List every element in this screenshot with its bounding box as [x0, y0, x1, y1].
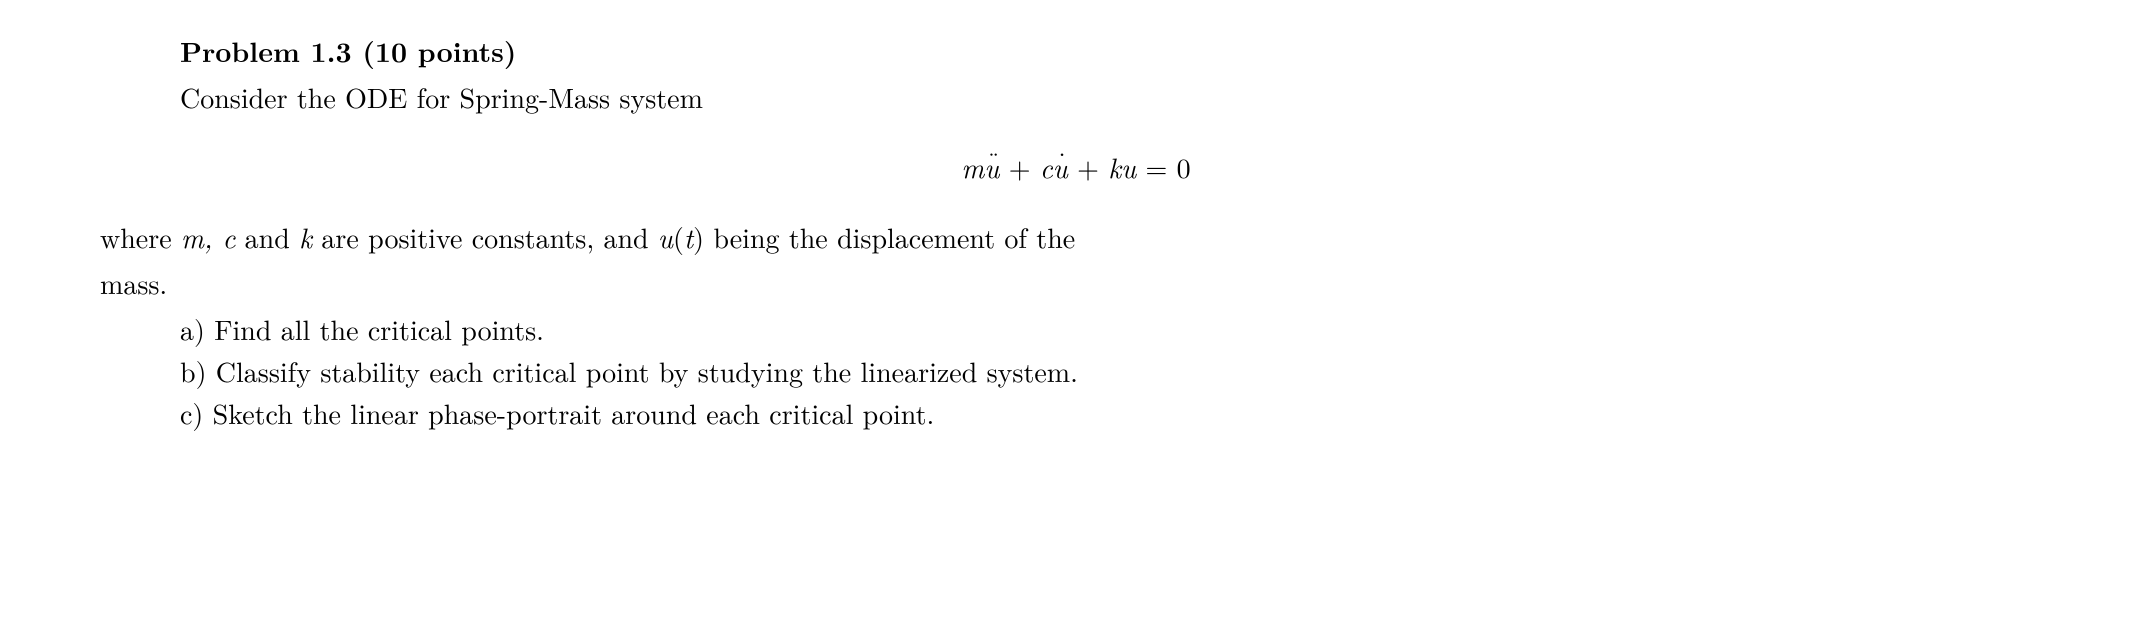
where-line: where m, c and k are positive constants,…: [100, 216, 2052, 258]
mass-line: mass.: [100, 262, 2052, 304]
where-paren-open: (: [673, 217, 684, 257]
intro-text: Consider the ODE for Spring-Mass system: [180, 76, 2052, 118]
eq-term1-coef: m: [961, 147, 984, 187]
part-a-text: Find all the critical points.: [205, 309, 544, 349]
part-b-text: Classify stability each critical point b…: [206, 351, 1077, 391]
eq-equals: =: [1136, 147, 1176, 187]
dot-accent: ˙: [1059, 142, 1062, 178]
equation: m¨u + c˙u + ku = 0: [100, 146, 2052, 188]
part-c-label: c): [180, 393, 203, 433]
where-and: and: [235, 217, 299, 257]
where-paren-close: ): [693, 217, 704, 257]
eq-plus-2: +: [1068, 147, 1108, 187]
part-a: a) Find all the critical points.: [180, 308, 2052, 350]
where-t: t: [684, 217, 693, 257]
where-u: u: [658, 217, 673, 257]
eq-plus-1: +: [999, 147, 1039, 187]
where-suffix: being the displacement of the: [704, 217, 1075, 257]
eq-rhs: 0: [1177, 147, 1191, 187]
eq-term2-coef: c: [1040, 147, 1053, 187]
eq-term3-coef: k: [1108, 147, 1121, 187]
eq-term2-var: ˙u: [1053, 146, 1068, 188]
part-c-text: Sketch the linear phase-portrait around …: [203, 393, 934, 433]
eq-term1-var: ¨u: [984, 146, 999, 188]
problem-title: Problem 1.3 (10 points): [180, 31, 516, 71]
where-vars-mc: m, c: [181, 217, 235, 257]
part-b: b) Classify stability each critical poin…: [180, 350, 2052, 392]
where-mid2: are positive constants, and: [312, 217, 658, 257]
part-c: c) Sketch the linear phase-portrait arou…: [180, 392, 2052, 434]
eq-term3-var: u: [1121, 147, 1136, 187]
ddot-accent: ¨: [988, 142, 996, 178]
where-prefix: where: [100, 217, 181, 257]
where-vars-k: k: [299, 217, 312, 257]
problem-header: Problem 1.3 (10 points): [180, 30, 2052, 72]
part-a-label: a): [180, 309, 205, 349]
part-b-label: b): [180, 351, 206, 391]
